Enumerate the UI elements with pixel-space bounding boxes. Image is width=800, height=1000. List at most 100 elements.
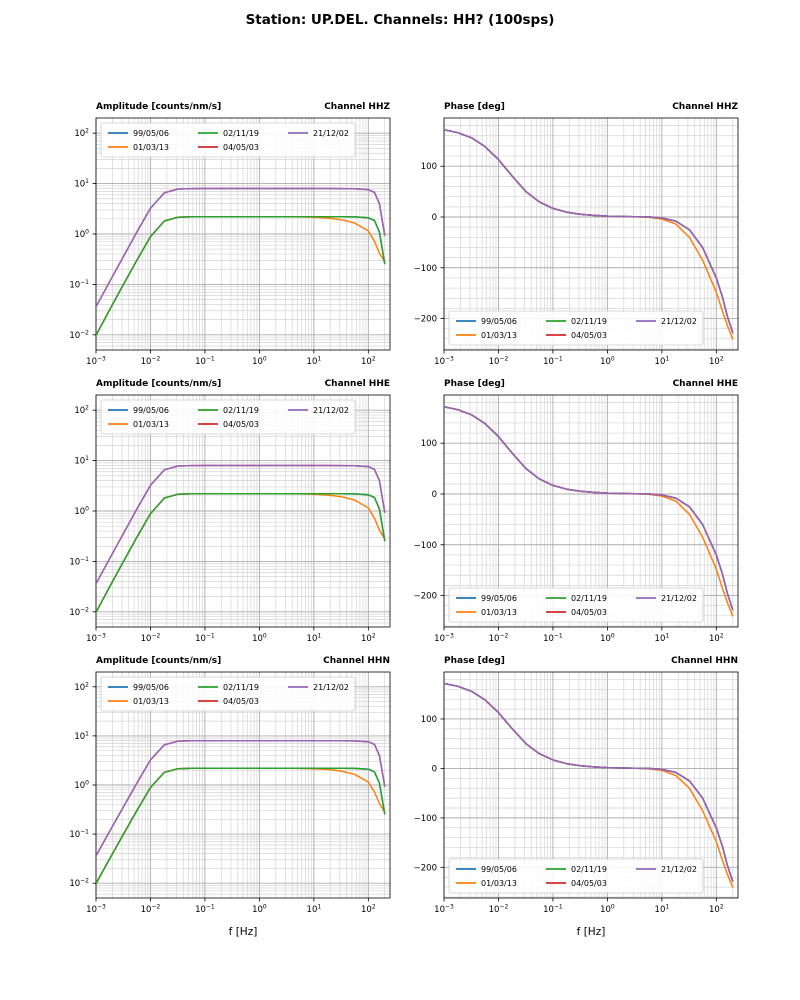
tick-label: 10−2 — [489, 904, 509, 916]
tick-label: 10−3 — [86, 356, 106, 367]
series-line-01-03-13 — [96, 767, 386, 885]
series-line-21-12-02 — [96, 187, 386, 308]
tick-label: 10−1 — [543, 904, 563, 916]
series-line-02-11-19 — [96, 215, 386, 337]
tick-label: 10−2 — [489, 633, 509, 644]
tick-label: −200 — [414, 315, 437, 325]
tick-label: 10−1 — [543, 356, 563, 367]
series-line-99-05-06 — [444, 128, 734, 334]
legend-label: 02/11/19 — [571, 865, 607, 874]
tick-label: 10−1 — [69, 829, 89, 841]
tick-label: 10−3 — [434, 904, 454, 916]
tick-label: 102 — [361, 356, 376, 367]
series-line-01-03-13 — [96, 215, 386, 337]
legend-label: 21/12/02 — [661, 865, 697, 874]
series-line-02-11-19 — [96, 492, 386, 614]
phase-hhe-plot: 10−3 10−2 10−1 100 101 102 −200 −100 0 100 Phase [… — [414, 379, 739, 644]
axis-ticks: 10−3 10−2 10−1 100 101 102 −200 −100 0 100 — [414, 439, 724, 644]
legend-label: 04/05/03 — [223, 697, 259, 706]
tick-label: 0 — [432, 213, 437, 223]
tick-label: 101 — [307, 356, 322, 367]
subplot-amplitude-hhn: 10−3 10−2 10−1 100 101 102 10−2 10−1 100 101 102 Am… — [46, 650, 396, 946]
legend-box — [448, 858, 704, 894]
legend-label: 99/05/06 — [481, 317, 517, 326]
axes-frame — [443, 117, 739, 351]
legend-label: 99/05/06 — [481, 594, 517, 603]
axes-frame — [95, 117, 391, 351]
subplot-title-right: Channel HHE — [325, 379, 390, 389]
series-line-01-03-13 — [96, 492, 386, 614]
tick-label: −100 — [414, 814, 437, 824]
tick-label: 10−2 — [489, 356, 509, 367]
legend-label: 04/05/03 — [571, 608, 607, 617]
tick-label: 102 — [709, 356, 724, 367]
amplitude-hhz-plot: 10−3 10−2 10−1 100 101 102 10−2 10−1 100 101 102 Am… — [69, 102, 391, 367]
legend-label: 99/05/06 — [133, 683, 169, 692]
phase-hhz-plot: 10−3 10−2 10−1 100 101 102 −200 −100 0 100 Phase [… — [414, 102, 739, 367]
tick-label: 10−1 — [69, 279, 89, 291]
legend-label: 99/05/06 — [481, 865, 517, 874]
phase-hhn-plot: 10−3 10−2 10−1 100 101 102 −200 −100 0 100 Phase [… — [414, 656, 739, 938]
axis-ticks: 10−3 10−2 10−1 100 101 102 −200 −100 0 100 — [414, 162, 724, 367]
tick-label: 10−1 — [195, 633, 215, 644]
tick-label: 10−2 — [141, 356, 161, 367]
tick-label: −200 — [414, 863, 437, 873]
legend-label: 02/11/19 — [223, 129, 259, 138]
tick-label: 102 — [709, 904, 724, 916]
legend-box — [100, 676, 356, 712]
figure-title: Station: UP.DEL. Channels: HH? (100sps) — [245, 12, 555, 28]
amplitude-hhn-plot: 10−3 10−2 10−1 100 101 102 10−2 10−1 100 101 102 Am… — [69, 656, 391, 938]
legend-label: 01/03/13 — [481, 331, 517, 340]
subplot-amplitude-hhe: 10−3 10−2 10−1 100 101 102 10−2 10−1 100 101 102 Am… — [46, 373, 396, 647]
legend-label: 01/03/13 — [133, 420, 169, 429]
legend-box — [448, 587, 704, 623]
legend-label: 01/03/13 — [481, 879, 517, 888]
legend-label: 04/05/03 — [571, 879, 607, 888]
legend-label: 21/12/02 — [313, 406, 349, 415]
tick-label: 0 — [432, 764, 437, 774]
subplot-phase-hhe: 10−3 10−2 10−1 100 101 102 −200 −100 0 100 Phase [… — [394, 373, 744, 647]
tick-label: −100 — [414, 264, 437, 274]
series-line-99-05-06 — [96, 767, 386, 885]
subplot-title-left: Phase [deg] — [444, 102, 505, 112]
tick-label: 100 — [421, 439, 437, 449]
tick-label: 101 — [655, 356, 670, 367]
subplot-title-left: Amplitude [counts/nm/s] — [96, 379, 221, 389]
tick-label: 10−1 — [543, 633, 563, 644]
series-line-99-05-06 — [96, 215, 386, 337]
series-line-04-05-03 — [444, 128, 734, 334]
axis-ticks: 10−3 10−2 10−1 100 101 102 −200 −100 0 100 — [414, 715, 724, 915]
axes-frame — [95, 394, 391, 628]
series-line-21-12-02 — [96, 739, 386, 857]
tick-label: 100 — [421, 715, 437, 725]
tick-label: 100 — [600, 904, 615, 916]
legend-label: 99/05/06 — [133, 129, 169, 138]
subplot-title-right: Channel HHE — [673, 379, 738, 389]
series-line-21-12-02 — [444, 128, 734, 334]
subplot-amplitude-hhz: 10−3 10−2 10−1 100 101 102 10−2 10−1 100 101 102 Am… — [46, 96, 396, 370]
tick-label: 101 — [74, 455, 89, 467]
tick-label: 101 — [74, 178, 89, 190]
tick-label: 0 — [432, 490, 437, 500]
tick-label: 100 — [600, 633, 615, 644]
tick-label: 102 — [74, 681, 89, 693]
legend-label: 04/05/03 — [223, 420, 259, 429]
series-line-21-12-02 — [444, 682, 734, 882]
series-line-02-11-19 — [96, 767, 386, 885]
legend: 99/05/06 01/03/13 02/11/19 04/05/03 21/12/02 — [448, 858, 704, 894]
axis-ticks: 10−3 10−2 10−1 100 101 102 10−2 10−1 100 101 102 — [69, 405, 376, 644]
tick-label: 10−2 — [69, 329, 89, 341]
legend: 99/05/06 01/03/13 02/11/19 04/05/03 21/12/02 — [100, 122, 356, 158]
legend-label: 02/11/19 — [571, 317, 607, 326]
series-line-01-03-13 — [444, 682, 734, 888]
tick-label: 102 — [74, 128, 89, 140]
tick-label: 100 — [74, 229, 89, 241]
legend-box — [100, 399, 356, 435]
tick-label: 100 — [252, 904, 267, 916]
subplot-phase-hhz: 10−3 10−2 10−1 100 101 102 −200 −100 0 100 Phase [… — [394, 96, 744, 370]
legend-label: 02/11/19 — [571, 594, 607, 603]
tick-label: 10−2 — [141, 904, 161, 916]
series-line-21-12-02 — [96, 464, 386, 585]
subplot-title-left: Amplitude [counts/nm/s] — [96, 656, 221, 666]
tick-label: 101 — [307, 633, 322, 644]
